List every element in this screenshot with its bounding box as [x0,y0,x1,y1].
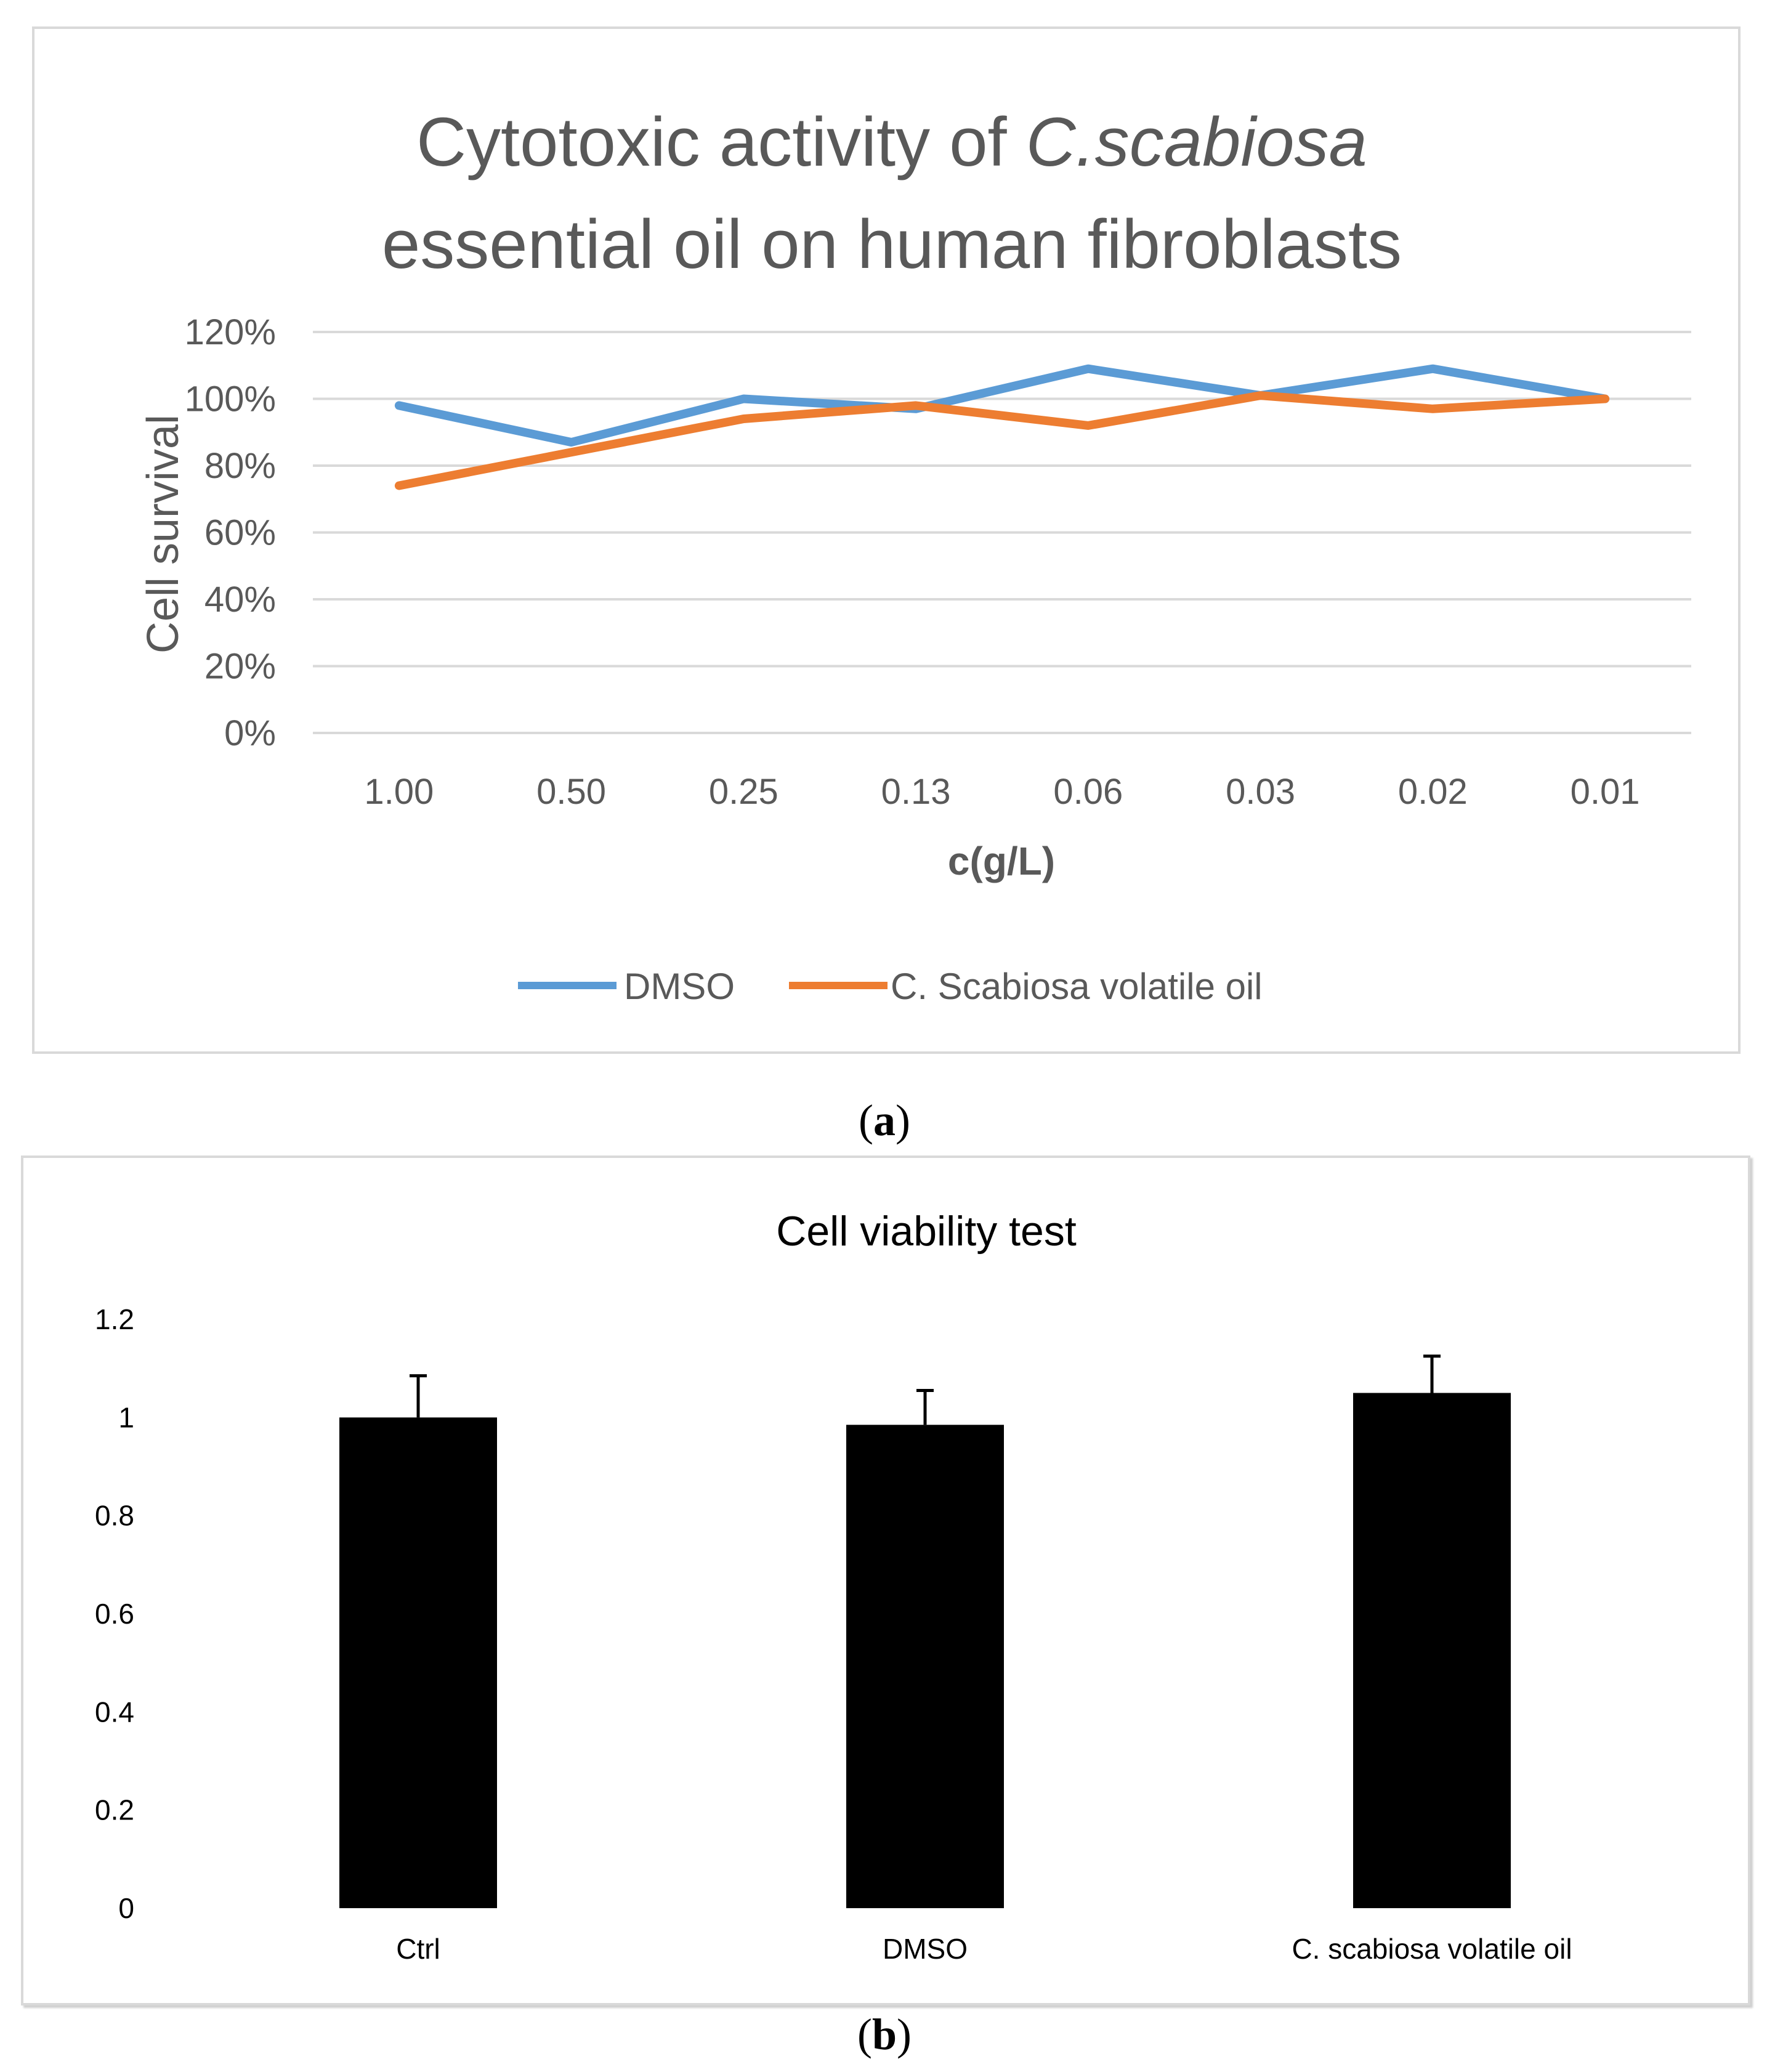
chart-panel-a: Cytotoxic activity of C.scabiosa essenti… [32,26,1741,1054]
caption-a: (a) [859,1096,910,1145]
x-tick-label: C. scabiosa volatile oil [1292,1933,1572,1965]
x-tick-label: 0.25 [709,772,778,812]
cell-viability-bar-chart: Cell viability test 0 0.2 0.4 0.6 0.8 1 1.2 Ct… [95,1208,1572,1965]
y-tick-label: 0.8 [95,1500,134,1532]
chart-a-gridlines [313,331,1691,734]
chart-b-y-tick-labels: 0 0.2 0.4 0.6 0.8 1 1.2 [95,1303,134,1924]
y-tick-label: 1 [118,1401,134,1433]
y-tick-label: 0.2 [95,1794,134,1826]
x-tick-label: DMSO [883,1933,968,1965]
y-tick-label: 0.6 [95,1598,134,1630]
chart-b-bars [339,1393,1511,1908]
x-tick-label: 0.03 [1226,772,1295,812]
bar [339,1417,497,1908]
chart-b-title: Cell viability test [776,1208,1077,1255]
chart-a-legend: DMSO C. Scabiosa volatile oil [518,966,1263,1007]
chart-a-y-axis-label: Cell survival [139,415,188,654]
bar [846,1425,1004,1908]
x-tick-label: 0.02 [1398,772,1468,812]
y-tick-label: 100% [185,379,276,419]
chart-b-x-tick-labels: Ctrl DMSO C. scabiosa volatile oil [396,1933,1572,1965]
y-tick-label: 40% [204,580,276,620]
y-tick-label: 80% [204,446,276,486]
y-tick-label: 0% [224,713,276,753]
x-tick-label: 1.00 [364,772,434,812]
x-tick-label: 0.50 [536,772,606,812]
caption-b: (b) [857,2010,912,2059]
bar [1353,1393,1511,1908]
x-tick-label: 0.13 [881,772,951,812]
legend-label-dmso: DMSO [624,966,735,1007]
chart-a-x-tick-labels: 1.00 0.50 0.25 0.13 0.06 0.03 0.02 0.01 [364,772,1640,812]
chart-a-title-line2: essential oil on human fibroblasts [382,206,1402,283]
series-line-oil [394,391,1610,490]
chart-a-y-tick-labels: 0% 20% 40% 60% 80% 100% 120% [185,312,276,753]
chart-a-title-line1: Cytotoxic activity of C.scabiosa [416,103,1367,180]
chart-panel-b: Cell viability test 0 0.2 0.4 0.6 0.8 1 1.2 Ct… [21,1155,1750,2005]
x-tick-label: 0.01 [1571,772,1640,812]
chart-b-error-bars [410,1354,1441,1425]
chart-a-x-axis-label: c(g/L) [948,839,1055,883]
chart-a-series-lines [394,364,1610,490]
y-tick-label: 20% [204,647,276,687]
legend-label-oil: C. Scabiosa volatile oil [891,966,1263,1007]
y-tick-label: 60% [204,513,276,553]
y-tick-label: 0 [118,1892,134,1924]
x-tick-label: 0.06 [1053,772,1123,812]
series-line-dmso [394,364,1610,447]
y-tick-label: 120% [185,312,276,352]
y-tick-label: 0.4 [95,1696,134,1728]
cytotoxicity-line-chart: Cytotoxic activity of C.scabiosa essenti… [139,103,1691,1007]
x-tick-label: Ctrl [396,1933,440,1965]
y-tick-label: 1.2 [95,1303,134,1335]
